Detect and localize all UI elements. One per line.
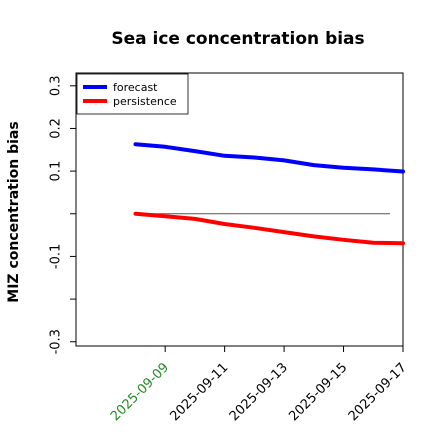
x-tick-label: 2025-09-09: [108, 360, 172, 424]
legend-box: [76, 73, 189, 115]
plot-frame: [75, 72, 404, 347]
series-line-forecast: [133, 142, 405, 174]
y-tick-label: -0.1: [49, 244, 64, 269]
y-tick-label: 0.2: [49, 118, 64, 139]
y-tick-label: -0.3: [49, 329, 64, 354]
x-tick-label: 2025-09-13: [227, 360, 291, 424]
x-tick-label: 2025-09-17: [346, 360, 410, 424]
x-tick-label: 2025-09-11: [167, 360, 231, 424]
y-tick-label: 0.3: [49, 75, 64, 96]
series-line-persistence: [133, 211, 405, 246]
chart-title: Sea ice concentration bias: [111, 29, 364, 49]
y-axis: -0.3 -0.1 0.1 0.2 0.3: [49, 75, 76, 354]
legend-entry-persistence: persistence: [113, 95, 177, 108]
plot-area: [75, 72, 405, 347]
x-tick-label: 2025-09-15: [286, 360, 350, 424]
x-axis: 2025-09-092025-09-112025-09-132025-09-15…: [108, 346, 410, 424]
y-tick-label: 0.1: [49, 161, 64, 182]
legend-entry-forecast: forecast: [113, 81, 158, 94]
y-axis-label: MIZ concentration bias: [6, 121, 22, 302]
